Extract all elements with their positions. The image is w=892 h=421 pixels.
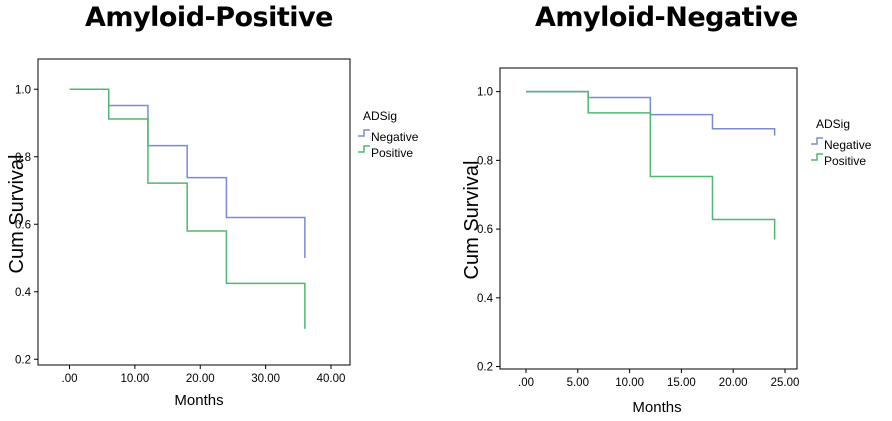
y-tick-label: 1.0 [477,87,493,99]
y-tick-label: 0.6 [477,224,493,236]
x-tick-label: 20.00 [719,377,748,389]
x-axis-label: Months [632,399,681,416]
survival-line-positive [69,88,306,329]
y-tick-label: 0.2 [477,362,493,374]
y-tick-label: 0.6 [15,219,31,231]
y-tick-label: 0.2 [15,354,31,366]
legend-swatch-negative [811,137,823,145]
chart-title-amyloid-negative: Amyloid-Negative [535,2,798,33]
x-tick-label: 5.00 [567,377,589,389]
chart-title-amyloid-positive: Amyloid-Positive [85,2,333,33]
x-tick-label: 15.00 [667,377,696,389]
y-tick-label: 0.8 [15,152,31,164]
y-tick-label: 0.4 [477,293,494,305]
legend-title: ADSig [363,109,397,123]
survival-line-negative [69,88,306,258]
legend-label-positive: Positive [371,146,413,160]
y-tick-label: 0.8 [477,155,493,167]
plot-frame [37,58,351,366]
x-tick-label: 10.00 [615,377,644,389]
y-axis-label: Cum Survival [461,161,483,280]
legend-swatch-positive [811,153,823,161]
legend-label-negative: Negative [371,130,419,144]
legend-label-negative: Negative [824,138,872,152]
legend-title: ADSig [816,117,850,131]
y-axis-label: Cum Survival [6,155,28,274]
x-tick-label: 25.00 [771,377,800,389]
legend-label-positive: Positive [824,154,866,168]
y-tick-label: 0.4 [15,287,32,299]
survival-line-positive [526,90,776,240]
x-tick-label: .00 [518,377,534,389]
x-tick-label: .00 [62,373,78,385]
x-tick-label: 10.00 [120,373,149,385]
plot-frame [499,67,798,370]
x-tick-label: 20.00 [186,373,215,385]
legend-swatch-positive [358,145,370,153]
y-tick-label: 1.0 [15,84,31,96]
x-tick-label: 40.00 [317,373,346,385]
x-tick-label: 30.00 [251,373,280,385]
legend-swatch-negative [358,129,370,137]
x-axis-label: Months [174,392,223,409]
